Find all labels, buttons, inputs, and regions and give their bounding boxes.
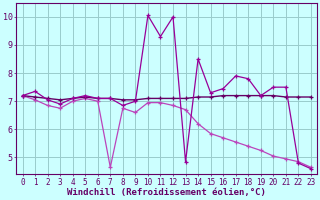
X-axis label: Windchill (Refroidissement éolien,°C): Windchill (Refroidissement éolien,°C) bbox=[67, 188, 266, 197]
